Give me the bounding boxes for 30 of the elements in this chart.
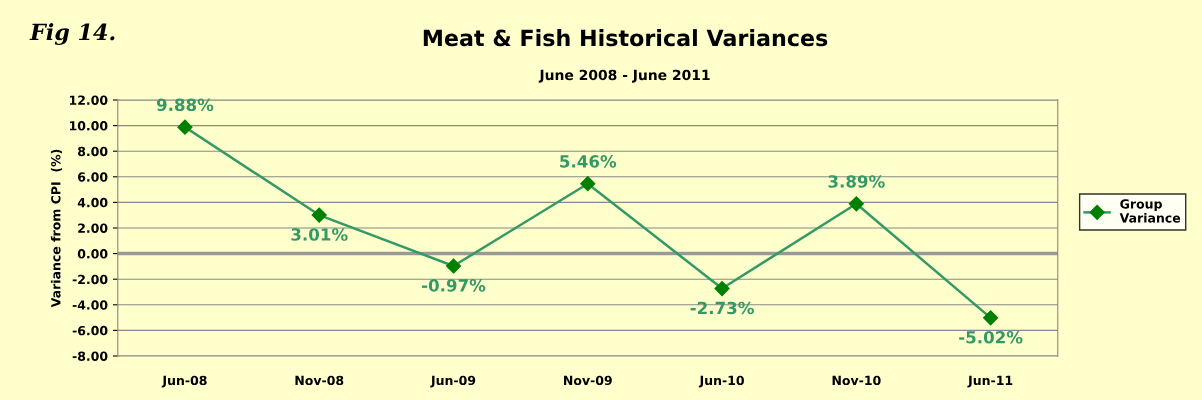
y-tick-label: -4.00 bbox=[72, 300, 108, 310]
y-tick-label: 0.00 bbox=[77, 249, 108, 259]
data-label: 9.88% bbox=[156, 98, 214, 112]
x-tick-label: Nov-09 bbox=[564, 375, 612, 386]
y-tick-label: 12.00 bbox=[69, 95, 108, 105]
data-label: 3.01% bbox=[291, 228, 348, 241]
y-tick-label: -8.00 bbox=[72, 351, 108, 361]
chart-title: Meat & Fish Historical Variances bbox=[423, 29, 828, 47]
data-label: -0.97% bbox=[422, 279, 486, 292]
x-tick-label: Jun-10 bbox=[698, 375, 744, 388]
y-tick-label: 10.00 bbox=[69, 121, 108, 131]
data-label: 3.89% bbox=[828, 175, 885, 188]
legend-label: Group Variance bbox=[1119, 199, 1181, 223]
caption: Fig 14. bbox=[29, 23, 115, 45]
x-tick-label: Nov-08 bbox=[295, 375, 344, 386]
data-label: -2.73% bbox=[690, 301, 754, 315]
y-tick-label: 4.00 bbox=[77, 197, 108, 208]
y-tick-label: 8.00 bbox=[78, 146, 108, 157]
y-tick-label: -2.00 bbox=[72, 274, 108, 285]
y-tick-label: -6.00 bbox=[72, 325, 108, 336]
y-tick-label: 6.00 bbox=[78, 172, 108, 182]
data-label: 5.46% bbox=[560, 155, 617, 168]
x-tick-label: Jun-09 bbox=[430, 375, 476, 388]
data-label: -5.02% bbox=[959, 330, 1023, 344]
x-tick-label: Jun-08 bbox=[161, 375, 207, 388]
y-axis-title: Variance from CPI (%) bbox=[50, 149, 63, 308]
chart-subtitle: June 2008 - June 2011 bbox=[538, 69, 710, 83]
x-tick-label: Jun-11 bbox=[967, 375, 1013, 388]
y-tick-label: 2.00 bbox=[78, 223, 108, 233]
x-tick-label: Nov-10 bbox=[832, 375, 881, 386]
